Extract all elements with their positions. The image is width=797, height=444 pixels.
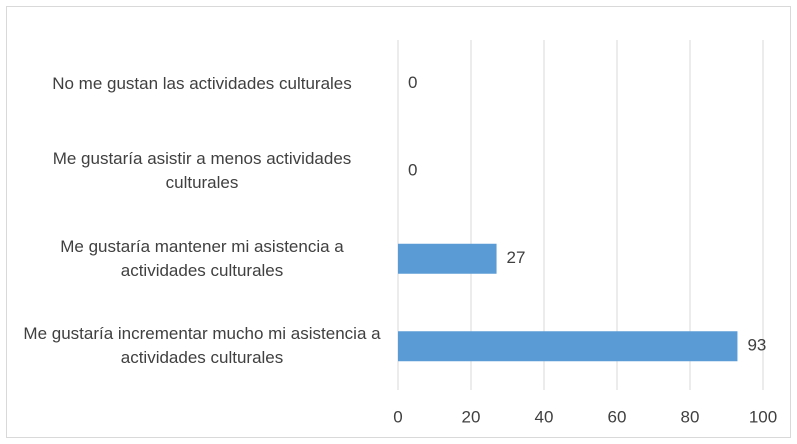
x-tick-label: 0 — [393, 407, 402, 426]
data-label: 93 — [747, 336, 766, 355]
y-tick-label: Me gustaría mantener mi asistencia a act… — [60, 236, 344, 280]
y-tick-label: No me gustan las actividades culturales — [52, 73, 352, 93]
bar — [398, 331, 738, 362]
data-label: 0 — [408, 161, 417, 180]
x-tick-label: 100 — [749, 407, 777, 426]
bar — [398, 243, 497, 274]
x-tick-label: 80 — [681, 407, 700, 426]
y-tick-label: Me gustaría incrementar mucho mi asisten… — [23, 324, 381, 368]
x-tick-label: 60 — [608, 407, 627, 426]
data-label: 0 — [408, 73, 417, 92]
data-label: 27 — [507, 248, 526, 267]
x-tick-label: 20 — [462, 407, 481, 426]
y-tick-label: Me gustaría asistir a menos actividades … — [52, 149, 352, 193]
x-tick-label: 40 — [535, 407, 554, 426]
